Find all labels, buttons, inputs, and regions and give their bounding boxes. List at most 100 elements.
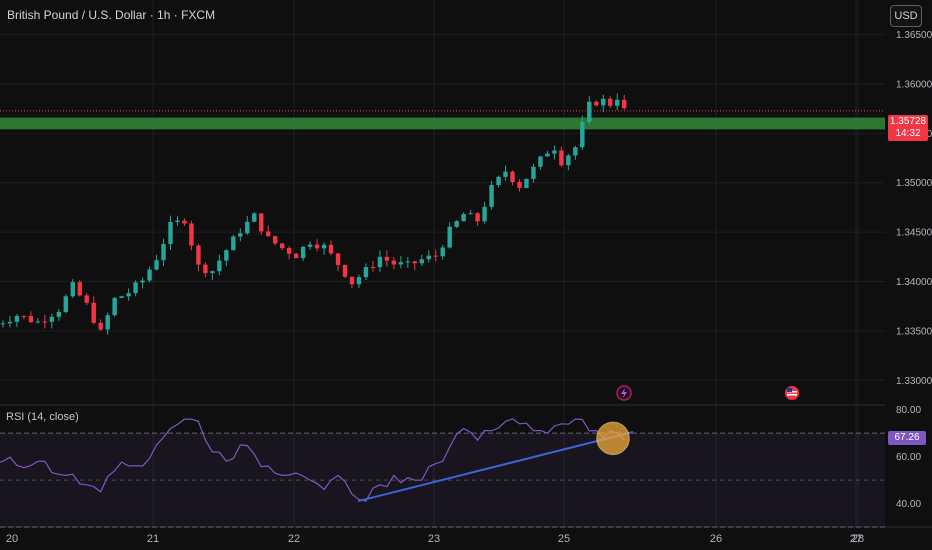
candle-body [279,243,285,249]
candle-body [370,267,376,269]
candle-body [175,220,180,223]
candle-body [217,260,222,272]
currency-button[interactable]: USD [890,5,922,27]
rsi-label[interactable]: RSI (14, close) [6,411,79,423]
candle-body [133,282,138,294]
candle-body [510,171,515,182]
candle-body [461,214,466,222]
main-pane-background [0,0,885,405]
candle-body [552,150,557,154]
candle-body [196,245,201,265]
candle-body [328,244,334,254]
candle-body [28,316,34,323]
price-tick-label: 1.35000 [896,178,932,189]
candle-body [545,153,550,157]
candle-body [594,101,599,106]
candle-body [531,166,536,179]
rsi-pane-background [0,405,885,527]
candle-body [49,316,55,322]
candle-body [231,236,236,251]
rsi-line[interactable] [0,418,625,502]
rsi-tick-label: 60.00 [896,452,921,463]
candle-body [454,221,459,227]
candle-body [517,181,522,188]
lightning-event-icon[interactable] [616,385,632,401]
price-tick-label: 1.36000 [896,79,932,90]
candle-body [266,231,271,237]
candle-body [42,321,48,323]
bar-countdown: 14:32 [895,128,921,139]
candle-body [391,260,397,265]
price-tick-label: 1.33500 [896,326,932,337]
candle-body [252,213,257,222]
current-price-tag: 1.35728 14:32 [888,115,928,141]
support-zone-band[interactable] [0,117,885,130]
candle-body [161,244,166,261]
candle-body [0,323,6,325]
candlesticks [0,93,627,335]
candle-body [489,185,494,207]
candle-body [112,297,117,316]
candle-body [433,255,438,257]
candle-body [601,98,606,106]
gridlines [0,0,885,527]
candle-body [405,261,411,263]
price-tick-label: 1.33000 [896,376,932,387]
candle-body [587,101,592,123]
candle-body [105,315,110,330]
candle-body [321,244,327,249]
candle-body [238,233,243,237]
candle-body [286,248,292,254]
candle-body [377,256,383,268]
candle-body [559,150,564,166]
candle-body [384,256,390,261]
candle-body [615,99,620,106]
candle-body [203,264,208,274]
rsi-value-tag: 67.26 [888,431,926,445]
candle-body [35,321,41,323]
candle-body [63,296,68,312]
candle-body [608,98,613,106]
candle-body [335,253,341,265]
candle-body [273,236,278,244]
candle-body [475,213,480,222]
time-tick-label: 21 [147,533,159,545]
candle-body [412,261,417,264]
candle-body [98,322,103,330]
time-tick-label: 23 [428,533,440,545]
candle-body [307,244,313,247]
candle-body [524,178,529,188]
candle-body [342,264,348,277]
time-tick-label: 25 [558,533,570,545]
candle-body [168,222,173,245]
rsi-tick-label: 40.00 [896,499,921,510]
candle-body [566,155,571,166]
candle-body [119,296,124,298]
candle-body [314,244,320,249]
time-tick-label: 22 [288,533,300,545]
candle-body [154,260,159,270]
candle-body [224,250,229,261]
support-zone [0,110,885,130]
rsi-tick-label: 80.00 [896,405,921,416]
candle-body [398,262,404,265]
candle-body [210,271,215,274]
candle-body [426,255,431,260]
candle-body [21,315,27,317]
candle-body [363,267,369,278]
rsi-highlight-circle[interactable] [596,421,630,456]
candle-body [147,269,152,281]
time-tick-label: 20 [6,533,18,545]
candle-body [468,213,473,215]
candle-body [538,156,543,167]
candle-body [245,221,250,234]
us-flag-event-icon[interactable] [785,386,799,400]
candle-body [496,176,501,186]
time-tick-label: 26 [710,533,722,545]
rsi-trendline[interactable] [357,431,634,503]
candle-body [349,276,355,285]
candle-body [482,206,487,222]
time-tick-label: 28 [852,533,864,545]
candle-body [14,315,20,322]
